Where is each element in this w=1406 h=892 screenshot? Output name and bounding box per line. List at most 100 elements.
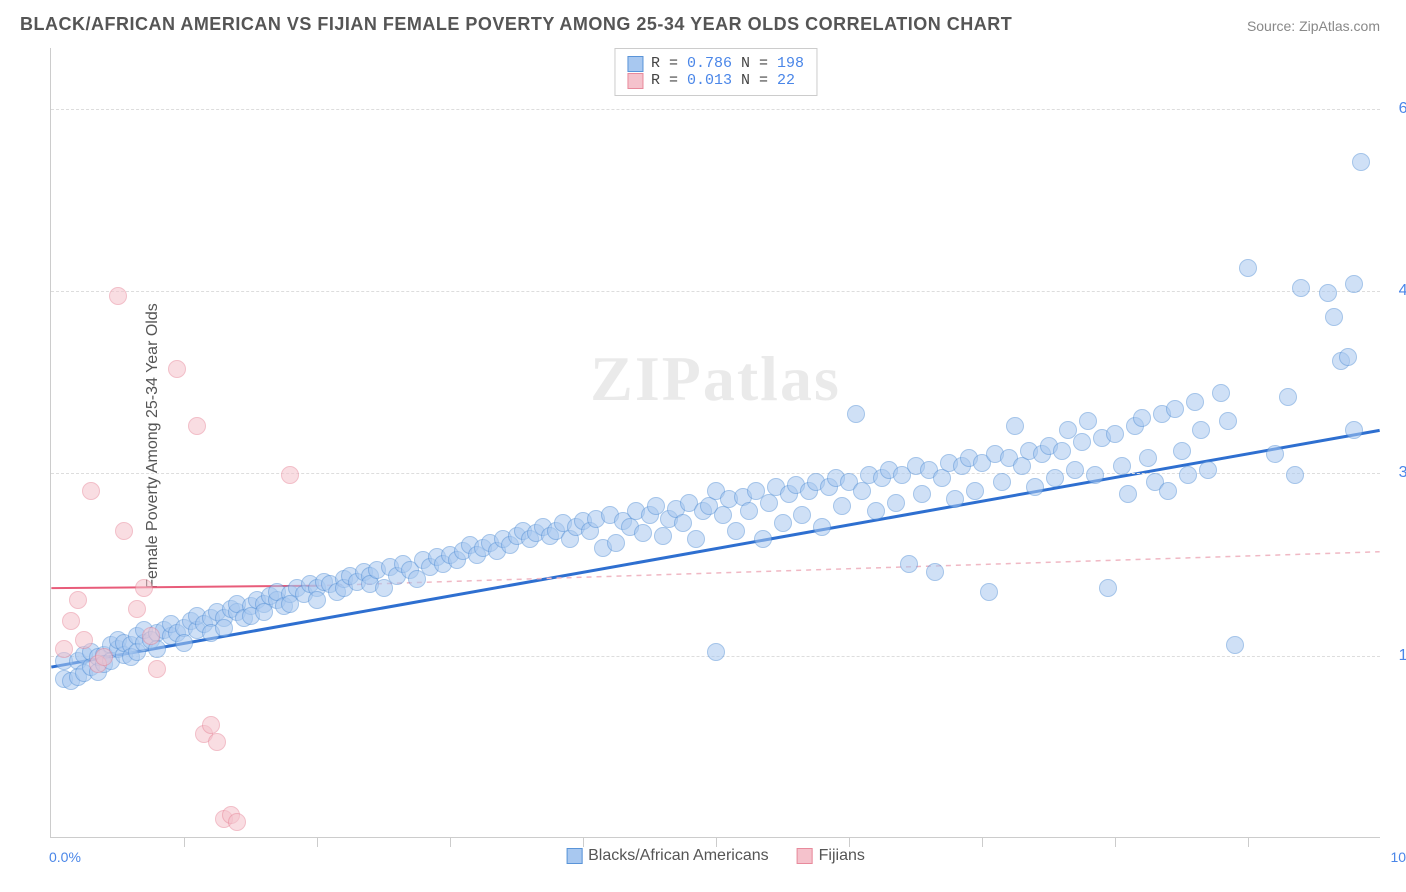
- x-tick: [716, 837, 717, 847]
- data-point-blacks: [1266, 445, 1284, 463]
- data-point-blacks: [1239, 259, 1257, 277]
- data-point-blacks: [847, 405, 865, 423]
- data-point-fijians: [75, 631, 93, 649]
- x-tick: [317, 837, 318, 847]
- data-point-fijians: [115, 522, 133, 540]
- source-label: Source:: [1247, 18, 1299, 34]
- data-point-blacks: [634, 524, 652, 542]
- legend-text: R = 0.786 N = 198: [651, 55, 804, 72]
- data-point-blacks: [1113, 457, 1131, 475]
- data-point-blacks: [1339, 348, 1357, 366]
- data-point-blacks: [1099, 579, 1117, 597]
- data-point-fijians: [109, 287, 127, 305]
- data-point-fijians: [82, 482, 100, 500]
- legend-item-fijians: Fijians: [797, 847, 865, 865]
- legend-item-blacks: Blacks/African Americans: [566, 847, 769, 865]
- data-point-blacks: [1173, 442, 1191, 460]
- data-point-blacks: [727, 522, 745, 540]
- legend-swatch: [627, 56, 643, 72]
- data-point-blacks: [1139, 449, 1157, 467]
- data-point-blacks: [926, 563, 944, 581]
- data-point-blacks: [754, 530, 772, 548]
- data-point-blacks: [1219, 412, 1237, 430]
- data-point-blacks: [674, 514, 692, 532]
- data-point-blacks: [687, 530, 705, 548]
- data-point-blacks: [1279, 388, 1297, 406]
- data-point-blacks: [1212, 384, 1230, 402]
- y-tick-label: 15.0%: [1399, 647, 1406, 665]
- data-point-blacks: [1079, 412, 1097, 430]
- legend-swatch: [566, 848, 582, 864]
- data-point-blacks: [1086, 466, 1104, 484]
- data-point-blacks: [1106, 425, 1124, 443]
- scatter-plot-area: ZIPatlas R = 0.786 N = 198R = 0.013 N = …: [50, 48, 1380, 838]
- source-attribution: Source: ZipAtlas.com: [1247, 18, 1380, 34]
- data-point-blacks: [707, 643, 725, 661]
- x-tick: [184, 837, 185, 847]
- y-tick-label: 30.0%: [1399, 464, 1406, 482]
- x-tick: [982, 837, 983, 847]
- x-tick: [1248, 837, 1249, 847]
- data-point-blacks: [887, 494, 905, 512]
- data-point-blacks: [966, 482, 984, 500]
- data-point-blacks: [1345, 275, 1363, 293]
- data-point-blacks: [1119, 485, 1137, 503]
- data-point-blacks: [867, 502, 885, 520]
- data-point-blacks: [933, 469, 951, 487]
- data-point-blacks: [1286, 466, 1304, 484]
- chart-title: BLACK/AFRICAN AMERICAN VS FIJIAN FEMALE …: [20, 14, 1012, 35]
- data-point-blacks: [760, 494, 778, 512]
- legend-row: R = 0.786 N = 198: [627, 55, 804, 72]
- data-point-blacks: [1133, 409, 1151, 427]
- data-point-fijians: [228, 813, 246, 831]
- data-point-blacks: [308, 591, 326, 609]
- watermark-text: ZIPatlas: [590, 342, 841, 416]
- x-tick: [1115, 837, 1116, 847]
- data-point-fijians: [69, 591, 87, 609]
- data-point-blacks: [913, 485, 931, 503]
- x-min-label: 0.0%: [49, 849, 81, 865]
- data-point-blacks: [1192, 421, 1210, 439]
- data-point-fijians: [142, 627, 160, 645]
- data-point-blacks: [774, 514, 792, 532]
- data-point-blacks: [1179, 466, 1197, 484]
- x-tick: [583, 837, 584, 847]
- data-point-blacks: [1345, 421, 1363, 439]
- source-link[interactable]: ZipAtlas.com: [1299, 18, 1380, 34]
- data-point-blacks: [1199, 461, 1217, 479]
- correlation-legend: R = 0.786 N = 198R = 0.013 N = 22: [614, 48, 817, 96]
- data-point-fijians: [62, 612, 80, 630]
- data-point-blacks: [853, 482, 871, 500]
- data-point-fijians: [168, 360, 186, 378]
- data-point-fijians: [202, 716, 220, 734]
- data-point-blacks: [1053, 442, 1071, 460]
- legend-text: R = 0.013 N = 22: [651, 72, 795, 89]
- data-point-blacks: [1006, 417, 1024, 435]
- x-tick: [849, 837, 850, 847]
- data-point-blacks: [900, 555, 918, 573]
- data-point-fijians: [95, 648, 113, 666]
- data-point-blacks: [980, 583, 998, 601]
- data-point-blacks: [1325, 308, 1343, 326]
- data-point-blacks: [813, 518, 831, 536]
- data-point-blacks: [654, 527, 672, 545]
- y-tick-label: 45.0%: [1399, 282, 1406, 300]
- data-point-blacks: [1159, 482, 1177, 500]
- data-point-blacks: [1013, 457, 1031, 475]
- gridline-horizontal: [51, 109, 1380, 110]
- data-point-blacks: [607, 534, 625, 552]
- gridline-horizontal: [51, 291, 1380, 292]
- legend-row: R = 0.013 N = 22: [627, 72, 804, 89]
- data-point-fijians: [188, 417, 206, 435]
- data-point-blacks: [1292, 279, 1310, 297]
- data-point-fijians: [208, 733, 226, 751]
- data-point-blacks: [1073, 433, 1091, 451]
- data-point-blacks: [215, 619, 233, 637]
- data-point-blacks: [946, 490, 964, 508]
- data-point-blacks: [1352, 153, 1370, 171]
- trendline-blacks: [51, 430, 1379, 667]
- data-point-blacks: [1066, 461, 1084, 479]
- series-legend: Blacks/African Americans Fijians: [566, 847, 865, 865]
- x-tick: [450, 837, 451, 847]
- data-point-blacks: [1186, 393, 1204, 411]
